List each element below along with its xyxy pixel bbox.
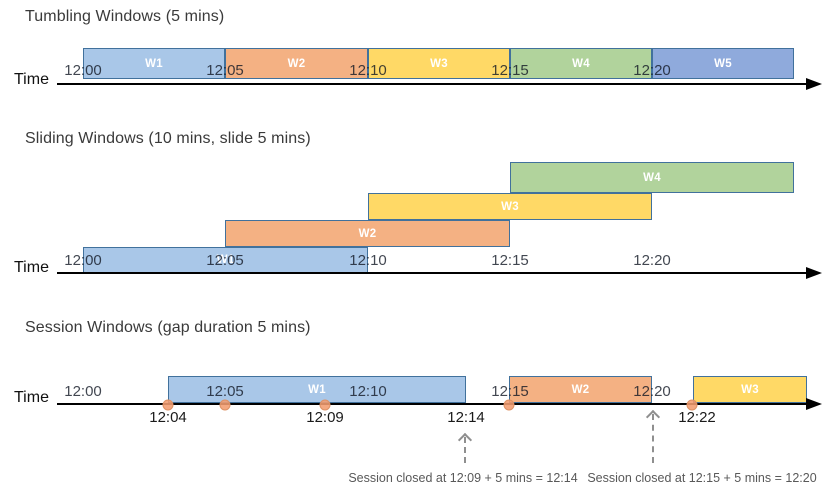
sliding-tick-1215: 12:15 bbox=[491, 252, 529, 269]
sliding-window-w3: W3 bbox=[368, 193, 652, 220]
tumbling-window-w2: W2 bbox=[225, 48, 368, 79]
session-tick-1205: 12:05 bbox=[206, 383, 244, 400]
sliding-axis-line bbox=[57, 272, 808, 274]
session-window-w3: W3 bbox=[693, 376, 807, 403]
window-label: W1 bbox=[216, 254, 235, 266]
tumbling-time-label: Time bbox=[14, 71, 49, 88]
sliding-tick-1220: 12:20 bbox=[633, 252, 671, 269]
session-axis-line bbox=[57, 403, 808, 405]
tumbling-tick-1205: 12:05 bbox=[206, 62, 244, 79]
event-dot-1209 bbox=[319, 399, 331, 411]
event-dot-1222 bbox=[686, 399, 698, 411]
window-label: W3 bbox=[741, 383, 759, 396]
window-label: W2 bbox=[571, 383, 590, 396]
sliding-window-w4: W4 bbox=[510, 162, 794, 193]
tumbling-window-w1: W1 bbox=[83, 48, 225, 79]
sliding-window-w1: W1 bbox=[83, 247, 368, 273]
tumbling-window-w3: W3 bbox=[368, 48, 510, 79]
window-label: W3 bbox=[501, 200, 519, 213]
tumbling-tick-1215: 12:15 bbox=[491, 62, 529, 79]
window-label: W4 bbox=[572, 57, 590, 70]
event-dot-1205 bbox=[219, 399, 231, 411]
sliding-window-w2: W2 bbox=[225, 220, 510, 247]
sliding-tick-1200: 12:00 bbox=[64, 252, 102, 269]
window-label: W2 bbox=[287, 57, 306, 70]
dashed-up-arrow-icon bbox=[464, 437, 466, 463]
event-time-1204: 12:04 bbox=[149, 409, 187, 426]
sliding-title: Sliding Windows (10 mins, slide 5 mins) bbox=[25, 130, 311, 147]
tumbling-window-w5: W5 bbox=[652, 48, 794, 79]
window-label: W5 bbox=[714, 57, 732, 70]
window-label: W2 bbox=[358, 227, 377, 240]
tumbling-axis-line bbox=[57, 83, 808, 85]
dashed-up-arrow-icon bbox=[652, 414, 654, 463]
event-time-1222: 12:22 bbox=[678, 409, 716, 426]
tumbling-tick-1210: 12:10 bbox=[349, 62, 387, 79]
event-dot-1215 bbox=[503, 399, 515, 411]
sliding-axis-arrowhead-icon bbox=[806, 267, 822, 279]
session-window-w2: W2 bbox=[509, 376, 652, 403]
event-dot-1204 bbox=[162, 399, 174, 411]
sliding-tick-1205: 12:05 bbox=[206, 252, 244, 269]
window-label: W3 bbox=[430, 57, 448, 70]
session-tick-1200: 12:00 bbox=[64, 383, 102, 400]
tumbling-title: Tumbling Windows (5 mins) bbox=[25, 8, 225, 25]
close-time-1214: 12:14 bbox=[447, 409, 485, 426]
tumbling-tick-1220: 12:20 bbox=[633, 62, 671, 79]
session-title: Session Windows (gap duration 5 mins) bbox=[25, 319, 311, 336]
session-close-annotation-2: Session closed at 12:15 + 5 mins = 12:20 bbox=[587, 471, 817, 485]
session-tick-1220: 12:20 bbox=[633, 383, 671, 400]
tumbling-window-w4: W4 bbox=[510, 48, 652, 79]
session-axis-arrowhead-icon bbox=[806, 398, 822, 410]
sliding-tick-1210: 12:10 bbox=[349, 252, 387, 269]
tumbling-axis-arrowhead-icon bbox=[806, 78, 822, 90]
session-tick-1210: 12:10 bbox=[349, 383, 387, 400]
event-time-1209: 12:09 bbox=[306, 409, 344, 426]
session-tick-1215: 12:15 bbox=[491, 383, 529, 400]
session-close-annotation-1: Session closed at 12:09 + 5 mins = 12:14 bbox=[348, 471, 578, 485]
session-window-w1: W1 bbox=[168, 376, 466, 403]
window-label: W4 bbox=[643, 171, 661, 184]
window-label: W1 bbox=[145, 57, 163, 70]
session-time-label: Time bbox=[14, 389, 49, 406]
window-label: W1 bbox=[308, 383, 326, 396]
sliding-time-label: Time bbox=[14, 259, 49, 276]
tumbling-tick-1200: 12:00 bbox=[64, 62, 102, 79]
